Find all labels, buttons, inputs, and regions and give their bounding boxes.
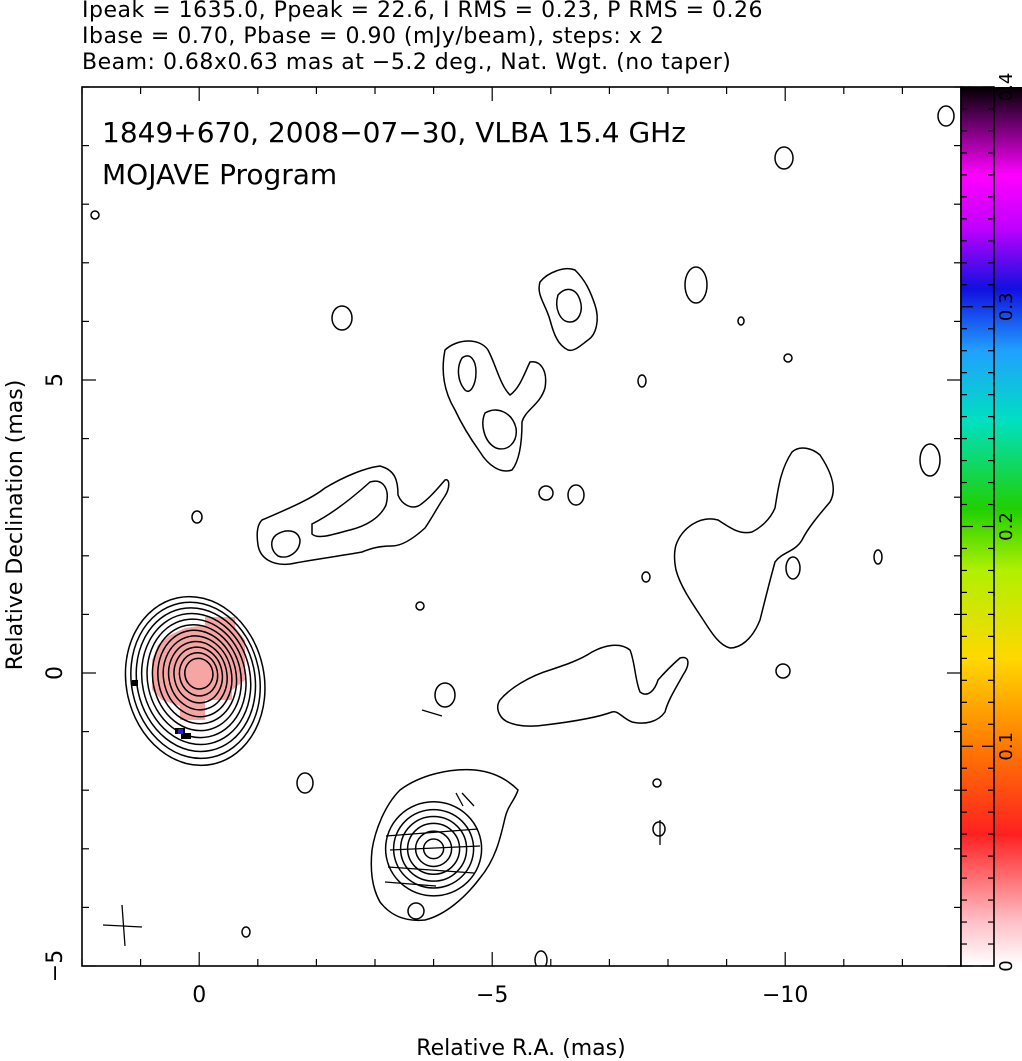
x-axis-label: Relative R.A. (mas) (416, 1036, 625, 1061)
y-axis-label: Relative Declination (mas) (3, 380, 28, 671)
core-contour-ring (157, 629, 238, 725)
program-label: MOJAVE Program (102, 158, 337, 191)
core-contour-ring (173, 646, 224, 704)
secondary-contour-rings (384, 801, 483, 897)
core-contour-ring (130, 601, 261, 760)
y-tick-label: 0 (43, 666, 68, 680)
header-line-1: Ipeak = 1635.0, Ppeak = 22.6, I RMS = 0.… (82, 0, 763, 23)
contour-knot-2-inner-a (457, 355, 477, 392)
contour-knot-2-inner-b (482, 409, 517, 450)
core-contour-ring (146, 618, 247, 739)
contour-secondary-outer (370, 768, 519, 922)
colorbar-ticks: 0 0.1 0.2 0.3 0.4 (961, 73, 1017, 972)
header-line-3: Beam: 0.68x0.63 mas at −5.2 deg., Nat. W… (82, 50, 732, 75)
x-tick-label: −10 (762, 983, 808, 1008)
map-content (90, 105, 955, 966)
contour-knot-3-inner (556, 288, 582, 323)
contour-knot-1-inner-a (271, 530, 301, 558)
secondary-contour-ring (384, 801, 483, 897)
colorbar-tick-label: 0.2 (996, 512, 1017, 541)
core-contour-ring (151, 623, 243, 732)
core-contour-ring (140, 612, 252, 746)
x-tick-label: −5 (476, 983, 508, 1008)
core-contour-ring (124, 595, 266, 767)
contour-jet-right (673, 447, 834, 649)
colorbar-tick-label: 0.1 (996, 732, 1017, 761)
beam-marker (102, 904, 143, 947)
core-contour-ring (167, 640, 228, 711)
y-tick-label: −5 (43, 950, 68, 982)
plot-frame (81, 86, 962, 967)
contour-knot-2 (442, 340, 547, 472)
contour-jet-lower (496, 644, 689, 727)
source-label: 1849+670, 2008−07−30, VLBA 15.4 GHz (102, 116, 686, 149)
contour-knot-1-inner-b (311, 480, 388, 538)
noise-contours (90, 105, 955, 966)
secondary-contour-ring (392, 808, 475, 889)
polarization-vectors (384, 709, 661, 887)
secondary-contour-ring (399, 815, 468, 882)
core-contour-ring (178, 652, 219, 697)
x-tick-label: 0 (192, 983, 206, 1008)
colorbar-tick-label: 0 (996, 960, 1017, 971)
contour-knot-1 (256, 465, 450, 566)
colorbar-tick-label: 0.4 (996, 73, 1017, 102)
colorbar-tick-label: 0.3 (996, 292, 1017, 321)
y-tick-label: 5 (43, 373, 68, 387)
axis-ticks: 0 −5 −10 −5 0 5 (43, 86, 962, 1008)
core-contour-ring (184, 657, 214, 690)
contour-knot-3 (538, 268, 598, 352)
core-contour-ring (135, 607, 257, 753)
header-line-2: Ibase = 0.70, Pbase = 0.90 (mJy/beam), s… (82, 24, 665, 49)
core-contour-rings (124, 595, 266, 767)
core-contour-ring (162, 635, 233, 718)
